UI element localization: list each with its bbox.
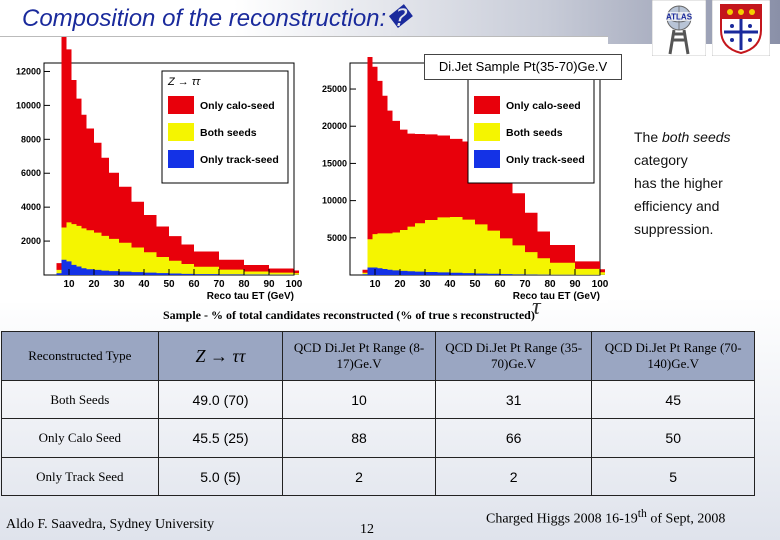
- table-cell: 49.0 (70): [157, 380, 284, 419]
- x-tick-label: 60: [494, 279, 506, 290]
- table-cell: 31: [434, 380, 593, 419]
- side-note-pre: The: [634, 129, 663, 145]
- university-crest-logo: [712, 0, 770, 56]
- x-axis-label: Reco tau ET (GeV): [513, 291, 600, 302]
- table-caption: Sample - % of total candidates reconstru…: [163, 308, 535, 322]
- x-tick-label: 80: [238, 279, 250, 290]
- x-tick-label: 90: [263, 279, 275, 290]
- footer-author: Aldo F. Saavedra, Sydney University: [6, 517, 215, 532]
- legend-label: Only track-seed: [200, 154, 279, 166]
- side-note-line3: has the higher: [634, 175, 723, 191]
- legend-swatch: [168, 123, 194, 141]
- series-area-both-seeds: [362, 216, 605, 275]
- page-number: 12: [360, 522, 374, 537]
- x-tick-label: 30: [113, 279, 125, 290]
- x-tick-label: 20: [394, 279, 406, 290]
- x-tick-label: 40: [138, 279, 150, 290]
- table-cell: 88: [282, 418, 436, 458]
- legend-title: Z → ττ: [167, 76, 201, 88]
- legend-swatch: [474, 96, 500, 114]
- side-note-em: both seeds: [662, 129, 731, 145]
- table-cell: 66: [434, 418, 593, 458]
- histogram-panel: 10 20 30 40 50 60 70 80 90 100 2000 4000 6000 8000 100…: [0, 29, 609, 303]
- side-note-line2: category: [634, 152, 688, 168]
- side-note-line5: suppression.: [634, 221, 714, 237]
- x-tick-label: 50: [163, 279, 175, 290]
- x-tick-label: 10: [63, 279, 75, 290]
- header-qcd-35-70: QCD Di.Jet Pt Range (35-70)Ge.V: [434, 331, 593, 381]
- table-cell: 10: [282, 380, 436, 419]
- y-tick-label: 15000: [322, 158, 347, 168]
- row-label: Only Track Seed: [1, 457, 159, 496]
- table-cell: 45.5 (25): [157, 418, 284, 458]
- header-qcd-70-140: QCD Di.Jet Pt Range (70-140)Ge.V: [591, 331, 755, 381]
- legend-swatch: [168, 150, 194, 168]
- atlas-logo: ATLAS: [652, 0, 706, 56]
- table-cell: 5: [591, 457, 755, 496]
- x-tick-label: 50: [469, 279, 481, 290]
- legend-swatch: [474, 123, 500, 141]
- legend-label: Only track-seed: [506, 154, 585, 166]
- header-ztautau: Z → ττ: [157, 331, 284, 381]
- plot-title-box: Di.Jet Sample Pt(35-70)Ge.V: [424, 54, 622, 80]
- row-label: Only Calo Seed: [1, 418, 159, 458]
- footer-event-sup: th: [637, 507, 647, 520]
- slide-title: Composition of the reconstruction:�: [22, 5, 411, 32]
- row-label: Both Seeds: [1, 380, 159, 419]
- table-cell: 50: [591, 418, 755, 458]
- table-cell: 5.0 (5): [157, 457, 284, 496]
- table-row: Only Calo Seed 45.5 (25) 88 66 50: [1, 418, 755, 458]
- x-tick-label: 10: [369, 279, 381, 290]
- series-area-only-track-seed: [362, 267, 605, 275]
- x-tick-label: 100: [286, 279, 303, 290]
- header-reco-type: Reconstructed Type: [1, 331, 159, 381]
- x-tick-label: 40: [444, 279, 456, 290]
- footer-event: Charged Higgs 2008 16-19th of Sept, 2008: [486, 507, 725, 528]
- legend-swatch: [474, 150, 500, 168]
- results-table: Reconstructed Type Z → ττ QCD Di.Jet Pt …: [1, 331, 755, 496]
- y-tick-label: 4000: [21, 202, 41, 212]
- series-area-both-seeds: [56, 222, 299, 275]
- y-tick-label: 6000: [21, 168, 41, 178]
- caption-tau-symbol: τ: [532, 294, 541, 320]
- legend-label: Both seeds: [200, 127, 257, 139]
- table-cell: 45: [591, 380, 755, 419]
- table-row: Only Track Seed 5.0 (5) 2 2 5: [1, 457, 755, 496]
- legend-label: Both seeds: [506, 127, 563, 139]
- y-tick-label: 8000: [21, 134, 41, 144]
- y-tick-label: 20000: [322, 121, 347, 131]
- table-row: Both Seeds 49.0 (70) 10 31 45: [1, 380, 755, 419]
- header-qcd-8-17: QCD Di.Jet Pt Range (8-17)Ge.V: [282, 331, 436, 381]
- y-tick-label: 5000: [327, 233, 347, 243]
- legend-label: Only calo-seed: [200, 100, 275, 112]
- legend-label: Only calo-seed: [506, 100, 581, 112]
- table-cell: 2: [434, 457, 593, 496]
- table-header-row: Reconstructed Type Z → ττ QCD Di.Jet Pt …: [1, 331, 755, 381]
- x-tick-label: 60: [188, 279, 200, 290]
- series-area-only-calo-seed: [56, 29, 299, 275]
- y-tick-label: 12000: [16, 66, 41, 76]
- series-area-only-track-seed: [56, 259, 299, 275]
- side-note-line4: efficiency and: [634, 198, 720, 214]
- x-tick-label: 30: [419, 279, 431, 290]
- x-tick-label: 70: [213, 279, 225, 290]
- x-tick-label: 90: [569, 279, 581, 290]
- y-tick-label: 10000: [16, 100, 41, 110]
- side-note: The both seeds category has the higher e…: [634, 126, 774, 241]
- x-tick-label: 20: [88, 279, 100, 290]
- legend-swatch: [168, 96, 194, 114]
- footer-event-post: of Sept, 2008: [646, 511, 726, 527]
- footer-event-pre: Charged Higgs 2008 16-19: [486, 511, 638, 527]
- y-tick-label: 10000: [322, 196, 347, 206]
- x-tick-label: 70: [519, 279, 531, 290]
- x-axis-label: Reco tau ET (GeV): [207, 291, 294, 302]
- histogram-svg: 10 20 30 40 50 60 70 80 90 100 2000 4000 6000 8000 100…: [16, 29, 609, 302]
- svg-text:ATLAS: ATLAS: [666, 13, 693, 22]
- x-tick-label: 80: [544, 279, 556, 290]
- y-tick-label: 25000: [322, 84, 347, 94]
- x-tick-label: 100: [592, 279, 608, 290]
- table-cell: 2: [282, 457, 436, 496]
- y-tick-label: 2000: [21, 236, 41, 246]
